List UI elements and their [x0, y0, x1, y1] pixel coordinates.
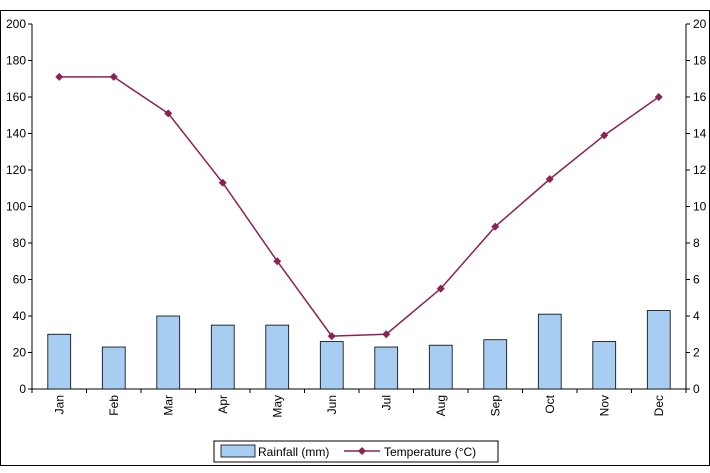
temperature-marker	[654, 93, 663, 101]
right-tick-label: 10	[693, 200, 707, 214]
temperature-marker	[600, 131, 609, 140]
temperature-line	[59, 76, 660, 337]
rainfall-bar	[265, 324, 290, 390]
left-tick-label: 180	[6, 54, 26, 68]
temperature-marker	[164, 109, 173, 118]
rainfall-bar	[47, 333, 72, 390]
left-tick-label: 160	[6, 90, 26, 104]
left-tick-label: 120	[6, 163, 26, 177]
x-tick-label: Mar	[161, 395, 175, 416]
x-tick-label: Jan	[52, 395, 66, 414]
temperature-marker	[382, 330, 391, 339]
temperature-marker	[109, 72, 118, 81]
rainfall-bar	[156, 315, 181, 390]
rainfall-bar	[483, 339, 508, 390]
right-tick-label: 18	[693, 54, 707, 68]
right-tick-label: 6	[693, 273, 700, 287]
legend-temperature-label: Temperature (°C)	[384, 445, 476, 459]
x-tick-label: Jul	[379, 395, 393, 410]
x-axis: Jan Feb Mar Apr May Jun Jul Aug Sep Oct Nov Dec	[31, 388, 687, 418]
x-tick-label: Oct	[543, 394, 557, 413]
temperature-marker	[436, 284, 445, 293]
x-tick-label: May	[270, 395, 284, 418]
rainfall-bar	[319, 341, 344, 390]
left-y-axis: 0 20 40 60 80 100 120 140 160 180 200	[6, 17, 33, 396]
x-tick-label: Feb	[107, 395, 121, 416]
rainfall-bar	[374, 346, 399, 390]
rainfall-bar	[101, 346, 126, 390]
left-tick-label: 200	[6, 17, 26, 31]
right-tick-label: 12	[693, 163, 707, 177]
right-tick-label: 8	[693, 236, 700, 250]
temperature-marker	[55, 72, 64, 81]
right-tick-label: 0	[693, 382, 700, 396]
legend-rainfall-label: Rainfall (mm)	[258, 445, 329, 459]
rainfall-bar	[592, 341, 617, 390]
right-tick-label: 4	[693, 309, 700, 323]
left-tick-label: 40	[13, 309, 27, 323]
x-tick-label: Dec	[652, 395, 666, 416]
rainfall-bar	[428, 344, 453, 390]
legend-rainfall-swatch	[220, 444, 256, 458]
left-tick-label: 60	[13, 273, 27, 287]
left-tick-label: 140	[6, 127, 26, 141]
rainfall-bars	[47, 310, 671, 390]
left-tick-label: 0	[19, 382, 26, 396]
temperature-marker	[273, 257, 282, 266]
left-tick-label: 20	[13, 346, 27, 360]
right-y-axis: 0 2 4 6 8 10 12 14 16 18 20	[685, 17, 707, 396]
x-tick-label: Nov	[597, 395, 611, 416]
right-tick-label: 20	[693, 17, 707, 31]
right-tick-label: 2	[693, 346, 700, 360]
right-tick-label: 16	[693, 90, 707, 104]
rainfall-bar	[210, 324, 235, 390]
temperature-marker	[545, 175, 554, 184]
legend-temperature-marker	[358, 447, 366, 455]
right-tick-label: 14	[693, 127, 707, 141]
x-tick-label: Apr	[216, 395, 230, 414]
temperature-marker	[218, 178, 227, 187]
temperature-marker	[327, 332, 336, 341]
rainfall-bar	[646, 310, 671, 390]
x-tick-label: Jun	[325, 395, 339, 414]
temperature-marker	[491, 222, 500, 231]
x-tick-label: Aug	[434, 395, 448, 416]
left-tick-label: 100	[6, 200, 26, 214]
left-tick-label: 80	[13, 236, 27, 250]
x-tick-label: Sep	[488, 395, 502, 417]
legend: Rainfall (mm) Temperature (°C)	[213, 440, 499, 463]
temperature-line-series	[55, 72, 663, 341]
rainfall-bar	[537, 313, 562, 390]
